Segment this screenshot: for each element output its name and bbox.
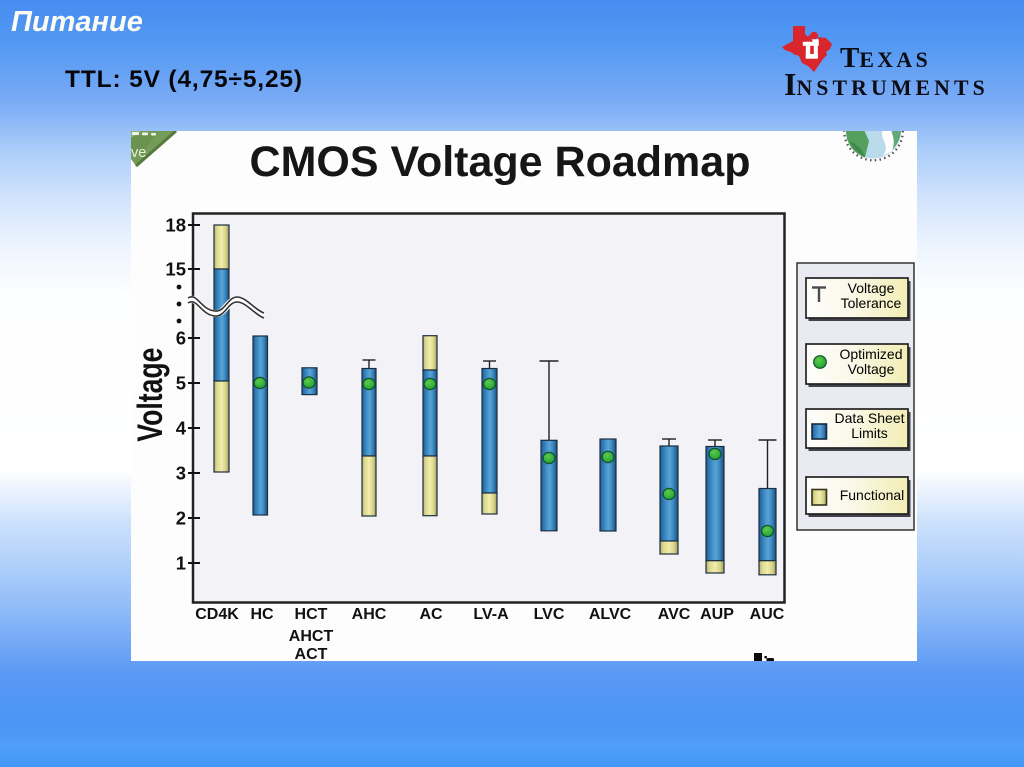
svg-text:HCT: HCT xyxy=(295,606,328,623)
svg-text:3: 3 xyxy=(176,463,186,484)
svg-text:ALVC: ALVC xyxy=(589,606,632,623)
svg-text:AHC: AHC xyxy=(352,606,387,623)
svg-text:HC: HC xyxy=(250,606,274,623)
svg-text:Optimized: Optimized xyxy=(839,346,902,362)
svg-text:ACT: ACT xyxy=(295,646,328,661)
svg-text:15: 15 xyxy=(165,259,186,280)
svg-text:CMOS Voltage Roadmap: CMOS Voltage Roadmap xyxy=(250,138,751,186)
svg-text:6: 6 xyxy=(176,328,186,349)
svg-text:AVC: AVC xyxy=(658,606,691,623)
svg-text:AC: AC xyxy=(419,606,443,623)
svg-text:Data Sheet: Data Sheet xyxy=(834,410,904,426)
svg-text:CD4K: CD4K xyxy=(195,606,239,623)
svg-text:2: 2 xyxy=(176,508,186,529)
svg-text:1: 1 xyxy=(176,553,186,574)
svg-text:AUC: AUC xyxy=(750,606,785,623)
svg-text:Tolerance: Tolerance xyxy=(841,295,902,311)
svg-text:Voltage: Voltage xyxy=(131,348,170,442)
svg-text:AUP: AUP xyxy=(700,606,734,623)
svg-text:AHCT: AHCT xyxy=(289,628,334,645)
svg-text:4: 4 xyxy=(176,418,187,439)
svg-text:18: 18 xyxy=(165,215,186,236)
svg-text:5: 5 xyxy=(176,373,186,394)
svg-text:LVC: LVC xyxy=(534,606,565,623)
svg-text:Voltage: Voltage xyxy=(848,361,895,377)
svg-text:Limits: Limits xyxy=(851,425,888,441)
svg-text:Voltage: Voltage xyxy=(848,280,895,296)
svg-text:Functional: Functional xyxy=(840,487,905,503)
svg-text:ve: ve xyxy=(131,145,146,161)
svg-text:LV-A: LV-A xyxy=(473,606,509,623)
